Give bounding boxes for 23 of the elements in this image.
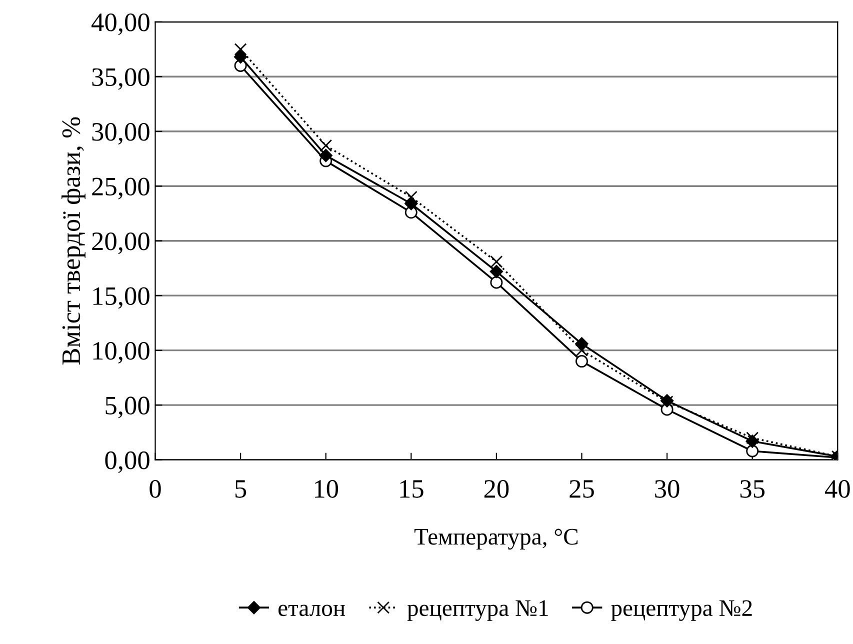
- y-tick-label: 0,00: [105, 451, 150, 474]
- y-tick-label: 25,00: [92, 178, 150, 200]
- y-tick-label: 20,00: [92, 232, 150, 254]
- y-tick-label: 10,00: [93, 342, 150, 364]
- legend-label: рецептура №1: [407, 600, 548, 621]
- x-tick-label: 0: [150, 480, 161, 498]
- y-axis-title: Вміст твердої фази, %: [62, 117, 86, 365]
- y-tick-label: 5,00: [106, 396, 150, 418]
- x-tick-label: 40: [824, 480, 850, 498]
- y-tick-label: 30,00: [92, 122, 150, 145]
- y-tick-label: 15,00: [93, 287, 150, 309]
- y-tick-label: 40,00: [92, 14, 150, 36]
- x-tick-label: 25: [570, 480, 594, 498]
- legend-label: рецептура №2: [611, 600, 752, 621]
- x-tick-label: 35: [740, 480, 765, 498]
- legend-label: еталон: [278, 604, 346, 616]
- y-tick-label: 35,00: [92, 68, 150, 90]
- x-tick-label: 10: [314, 480, 338, 498]
- x-axis-title: Температура, °C: [414, 528, 578, 550]
- x-tick-label: 15: [400, 480, 424, 498]
- x-tick-label: 30: [655, 480, 680, 498]
- x-tick-label: 20: [484, 480, 509, 498]
- x-tick-label: 5: [235, 480, 246, 498]
